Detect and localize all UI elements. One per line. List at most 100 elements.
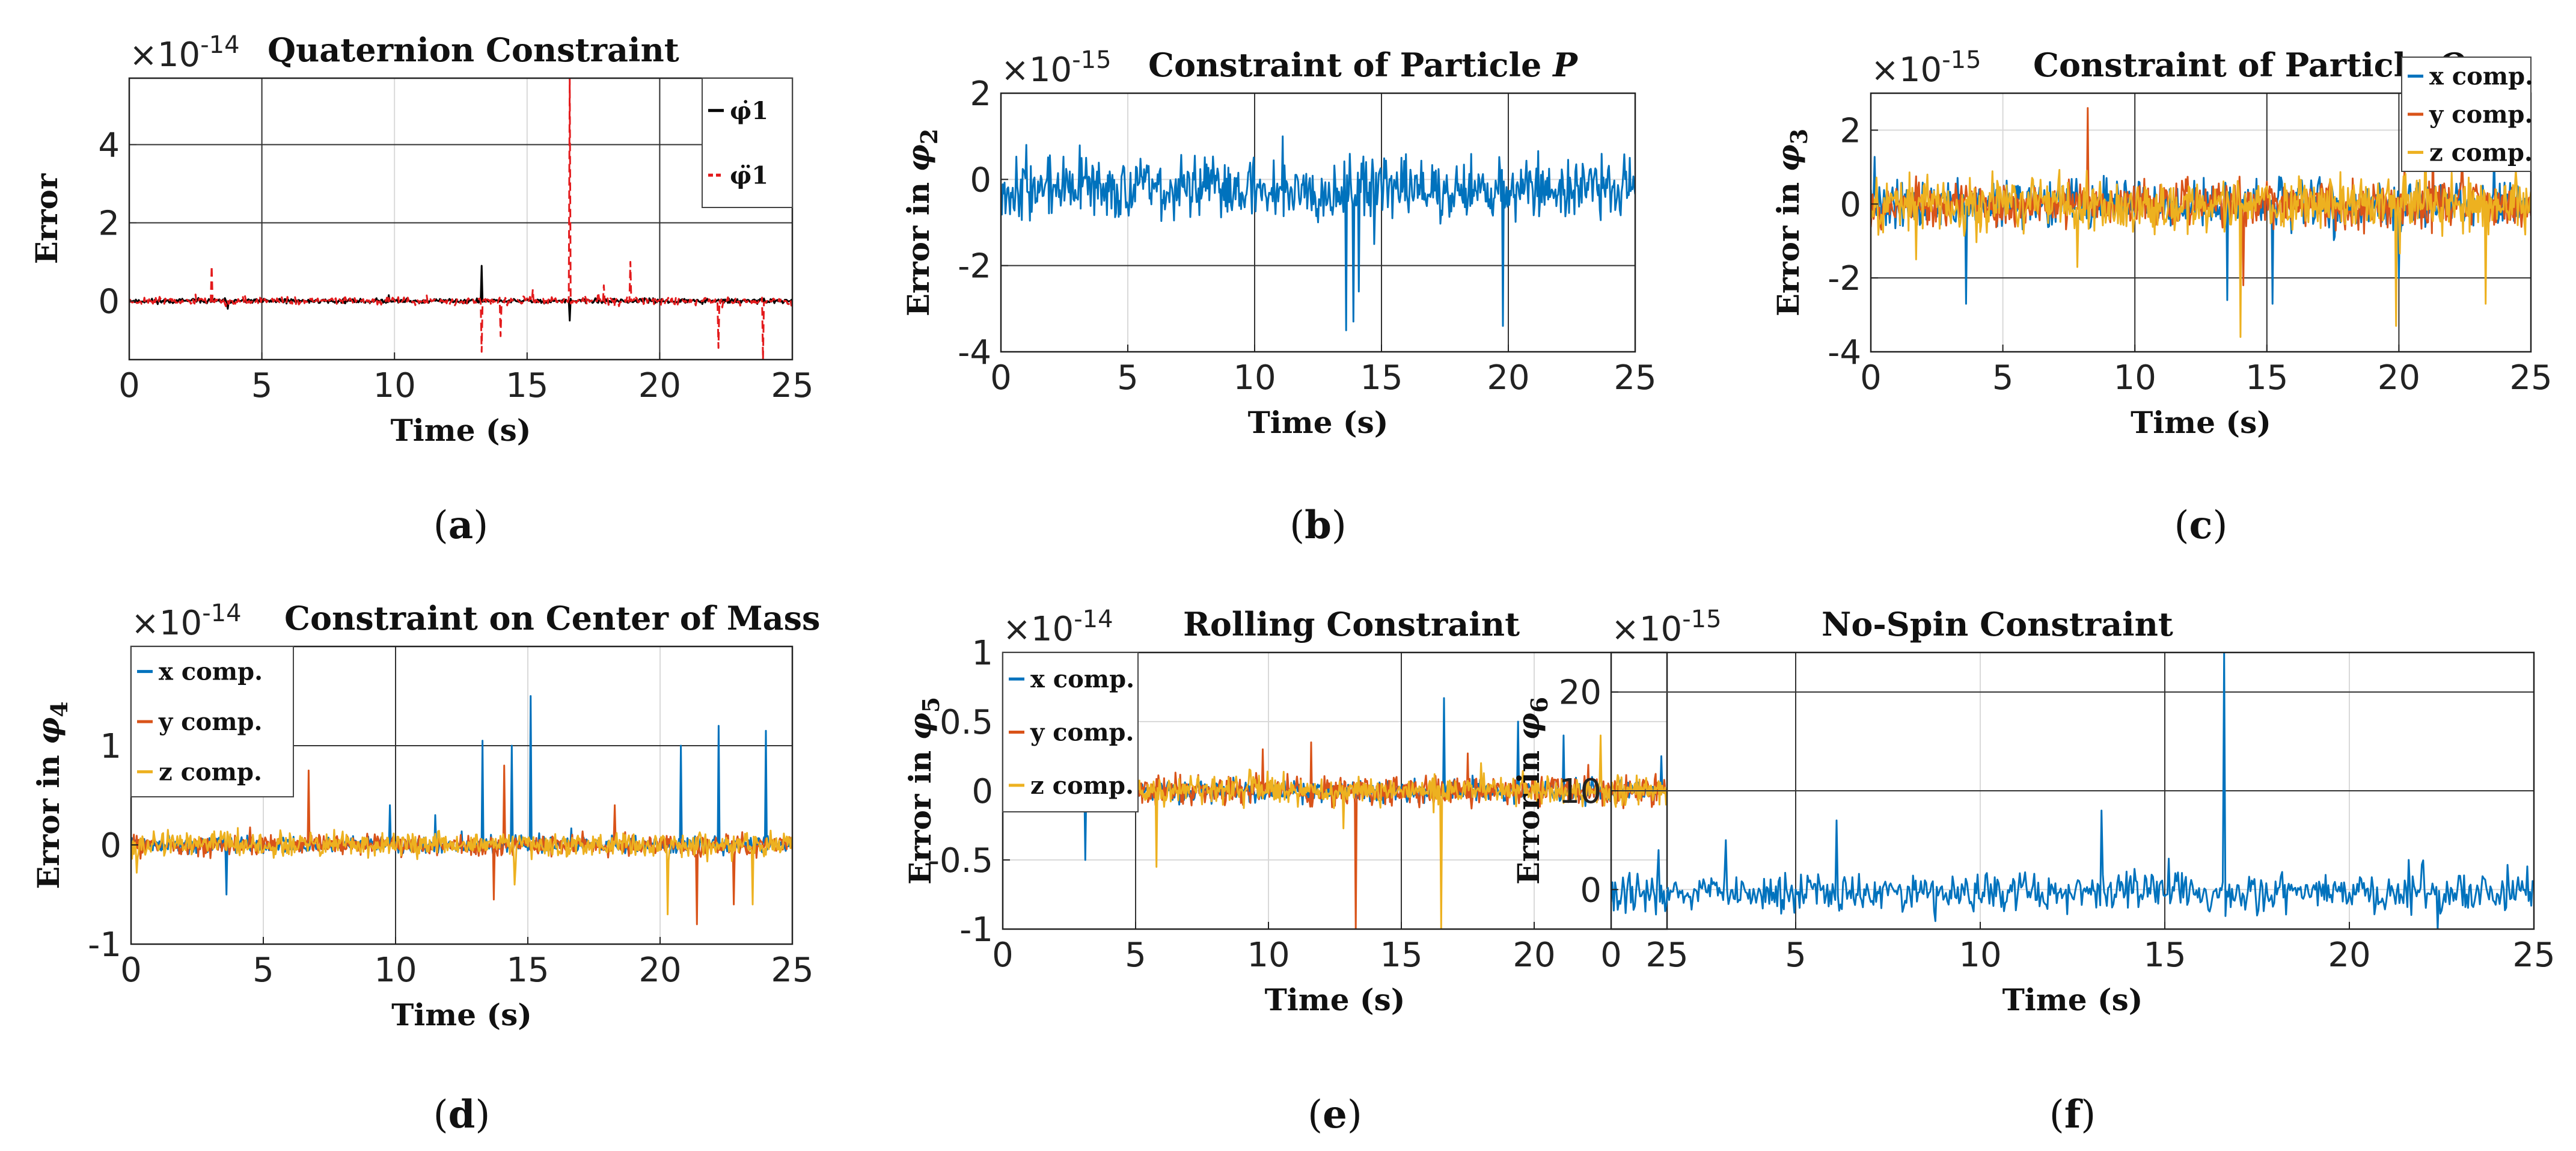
y-axis-label-subscript: 4 — [46, 701, 73, 717]
y-tick-label: -4 — [958, 333, 991, 372]
x-tick-label: 15 — [2245, 358, 2288, 397]
x-tick-label: 20 — [1513, 936, 1555, 975]
x-tick-label: 25 — [2512, 936, 2555, 975]
caption-open: ( — [2049, 1093, 2064, 1137]
multiplier-base: ×10 — [1611, 610, 1682, 649]
y-tick-label: 1 — [100, 727, 121, 766]
x-tick-label: 20 — [638, 951, 681, 990]
panel-caption: (e) — [1308, 1092, 1362, 1137]
y-tick-label: 0 — [1580, 871, 1602, 910]
y-axis-label-text: Error in — [902, 740, 938, 885]
y-tick-label: 0 — [100, 826, 121, 865]
panel-caption: (a) — [433, 503, 488, 548]
x-tick-label: 25 — [2509, 358, 2552, 397]
chart-title: No-Spin Constraint — [1822, 605, 2173, 643]
y-axis-label-text: Error in — [1770, 172, 1806, 317]
y-axis-label-subscript: 6 — [1526, 697, 1553, 713]
x-tick-label: 10 — [1959, 936, 2001, 975]
multiplier-base: ×10 — [1001, 51, 1072, 90]
x-axis-label: Time (s) — [1265, 982, 1406, 1017]
axis-multiplier: ×10-14 — [1003, 606, 1113, 649]
x-tick-label: 25 — [771, 366, 813, 405]
multiplier-base: ×10 — [1003, 610, 1074, 649]
y-tick-label: 0 — [970, 161, 991, 200]
x-tick-label: 20 — [1487, 358, 1529, 397]
caption-close: ) — [1332, 503, 1347, 548]
x-tick-label: 15 — [506, 366, 548, 405]
x-tick-label: 20 — [2378, 358, 2420, 397]
chart-panel-a: 0 5 10 15 20 25 0 2 4 ×10-14 Quaternion Constraint… — [29, 31, 814, 548]
y-tick-label: 4 — [98, 126, 120, 165]
legend-box — [1002, 652, 1139, 812]
multiplier-base: ×10 — [1871, 51, 1942, 90]
caption-close: ) — [1347, 1093, 1362, 1137]
y-axis-label-symbol: φ — [902, 713, 938, 740]
y-tick-label: -1 — [959, 910, 993, 950]
legend-box — [130, 646, 294, 797]
chart-title: Quaternion Constraint — [268, 31, 679, 69]
x-tick-label: 25 — [771, 951, 813, 990]
y-axis-label-subscript: 5 — [917, 697, 944, 713]
y-axis-label-text: Error — [29, 173, 64, 264]
x-axis-label: Time (s) — [1248, 405, 1389, 440]
x-tick-label: 10 — [2114, 358, 2156, 397]
axis-multiplier: ×10-15 — [1611, 606, 1722, 649]
y-axis-label-text: Error in — [1511, 740, 1546, 885]
chart-title-text: Constraint of Particle — [2033, 46, 2426, 84]
legend: x comp. y comp. z comp. — [130, 646, 294, 797]
caption-open: ( — [1290, 503, 1305, 548]
y-axis-label: Error in φ6 — [1511, 697, 1553, 885]
y-axis-label-symbol: φ — [31, 717, 66, 744]
caption-close: ) — [2212, 503, 2227, 548]
series-line-z-comp — [1871, 140, 2531, 338]
caption-letter: b — [1305, 503, 1332, 548]
y-axis-label: Error in φ2 — [901, 129, 943, 316]
chart-title-text: No-Spin Constraint — [1822, 605, 2173, 643]
panel-caption: (d) — [433, 1092, 491, 1137]
multiplier-exponent: -15 — [1942, 46, 1981, 74]
x-tick-label: 25 — [1614, 358, 1656, 397]
x-tick-label: 5 — [1785, 936, 1807, 975]
y-tick-label: 2 — [98, 204, 120, 244]
chart-panel-c: 0 5 10 15 20 25 -4 -2 0 2 ×10-15 Constraint of Part… — [1770, 46, 2553, 548]
x-tick-label: 0 — [1600, 936, 1622, 975]
axis-multiplier: ×10-14 — [129, 31, 240, 75]
multiplier-exponent: -14 — [1074, 606, 1113, 633]
legend: φ̇1 φ̈1 — [702, 78, 793, 208]
axes-box — [1000, 92, 1636, 353]
legend-label: x comp. — [159, 658, 263, 686]
x-tick-label: 25 — [1645, 936, 1688, 975]
y-tick-label: -0.5 — [928, 841, 993, 880]
y-tick-label: 1 — [971, 634, 993, 673]
x-tick-label: 5 — [1992, 358, 2014, 397]
x-axis-label: Time (s) — [2002, 982, 2143, 1017]
legend-label: φ̇1 — [730, 97, 768, 125]
legend-label: z comp. — [2429, 138, 2533, 167]
x-axis-label: Time (s) — [2131, 405, 2271, 440]
y-axis-label-subscript: 2 — [916, 129, 943, 144]
y-axis-label: Error — [29, 173, 64, 264]
caption-letter: c — [2189, 503, 2213, 548]
legend-label: φ̈1 — [730, 161, 768, 189]
x-tick-label: 0 — [120, 951, 142, 990]
series-line-phi1-dot — [129, 265, 792, 322]
legend-label: y comp. — [1030, 719, 1134, 747]
y-axis-label-symbol: φ — [1511, 713, 1546, 740]
legend-label: y comp. — [158, 708, 262, 736]
chart-panel-b: 0 5 10 15 20 25 -4 -2 0 2 ×10-15 Constraint of Part… — [901, 46, 1657, 548]
y-tick-label: 2 — [1840, 111, 1861, 150]
x-tick-label: 0 — [990, 358, 1012, 397]
chart-title-text: Quaternion Constraint — [268, 31, 679, 69]
y-tick-label: -4 — [1828, 333, 1861, 372]
legend-box — [702, 78, 793, 208]
x-tick-label: 15 — [1360, 358, 1403, 397]
y-axis-label-subscript: 3 — [1785, 129, 1813, 144]
y-axis-label: Error in φ5 — [902, 697, 944, 885]
x-tick-label: 10 — [373, 366, 416, 405]
x-tick-label: 10 — [374, 951, 417, 990]
panel-caption: (c) — [2174, 503, 2228, 548]
x-tick-label: 10 — [1233, 358, 1276, 397]
caption-open: ( — [1308, 1093, 1323, 1137]
chart-panel-e: 0 5 10 15 20 25-1-0.500.51×10-14 Rolling Const… — [902, 605, 1689, 1137]
